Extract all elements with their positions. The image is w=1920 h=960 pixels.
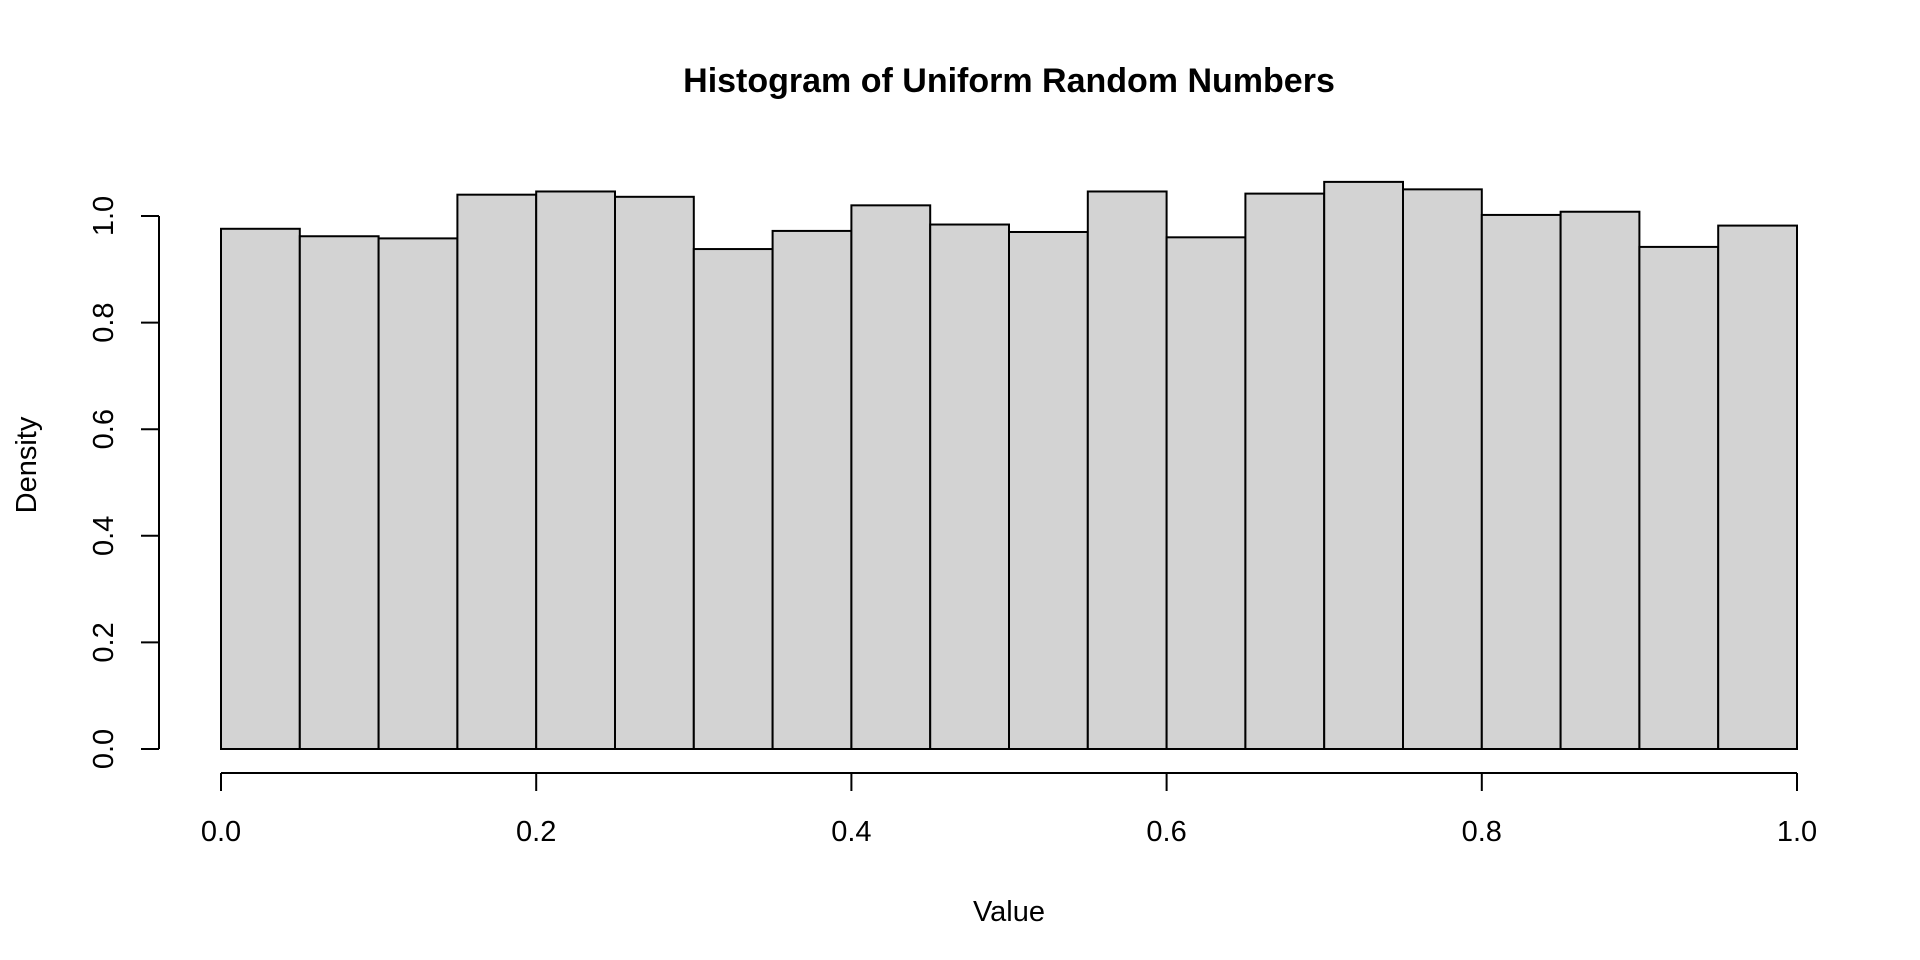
chart-title: Histogram of Uniform Random Numbers — [683, 62, 1335, 100]
x-tick-label: 0.0 — [201, 816, 241, 848]
y-tick-label: 0.2 — [88, 622, 120, 662]
x-tick-label: 0.4 — [831, 816, 871, 848]
histogram-bar — [1402, 188, 1483, 751]
histogram-bar — [1086, 190, 1168, 751]
y-tick-label: 0.4 — [88, 516, 120, 556]
x-tick-label: 0.2 — [516, 816, 556, 848]
histogram-bar — [850, 204, 932, 750]
histogram-bar — [614, 195, 695, 750]
x-axis-label: Value — [973, 896, 1045, 928]
histogram-bar — [1244, 192, 1326, 751]
x-tick-label: 1.0 — [1777, 816, 1817, 848]
y-tick-label: 1.0 — [88, 196, 120, 236]
histogram-bar — [692, 248, 774, 751]
histogram-bar — [1480, 213, 1562, 750]
histogram-bar — [1559, 210, 1641, 751]
histogram-bar — [1717, 224, 1798, 750]
histogram-bar — [377, 237, 459, 750]
x-axis: 0.0 0.2 0.4 0.6 0.8 1.0 — [201, 772, 1817, 848]
histogram-bar — [535, 190, 617, 751]
y-tick-label: 0.0 — [88, 729, 120, 769]
histogram-bar — [1323, 180, 1404, 750]
y-tick-label: 0.6 — [88, 409, 120, 449]
histogram-bar — [1638, 245, 1720, 750]
histogram-bar — [929, 223, 1011, 750]
histogram-bar — [771, 229, 853, 751]
histogram-bar — [456, 193, 538, 750]
y-axis-label: Density — [11, 416, 43, 513]
histogram-bar — [1165, 236, 1247, 750]
histogram-bar — [298, 235, 380, 750]
x-tick-label: 0.6 — [1146, 816, 1186, 848]
y-axis: 0.0 0.2 0.4 0.6 0.8 1.0 — [88, 196, 160, 769]
bars-group — [220, 180, 1798, 751]
histogram-bar — [220, 227, 301, 751]
x-tick-label: 0.8 — [1462, 816, 1502, 848]
histogram-bar — [1008, 230, 1089, 751]
y-tick-label: 0.8 — [88, 302, 120, 342]
